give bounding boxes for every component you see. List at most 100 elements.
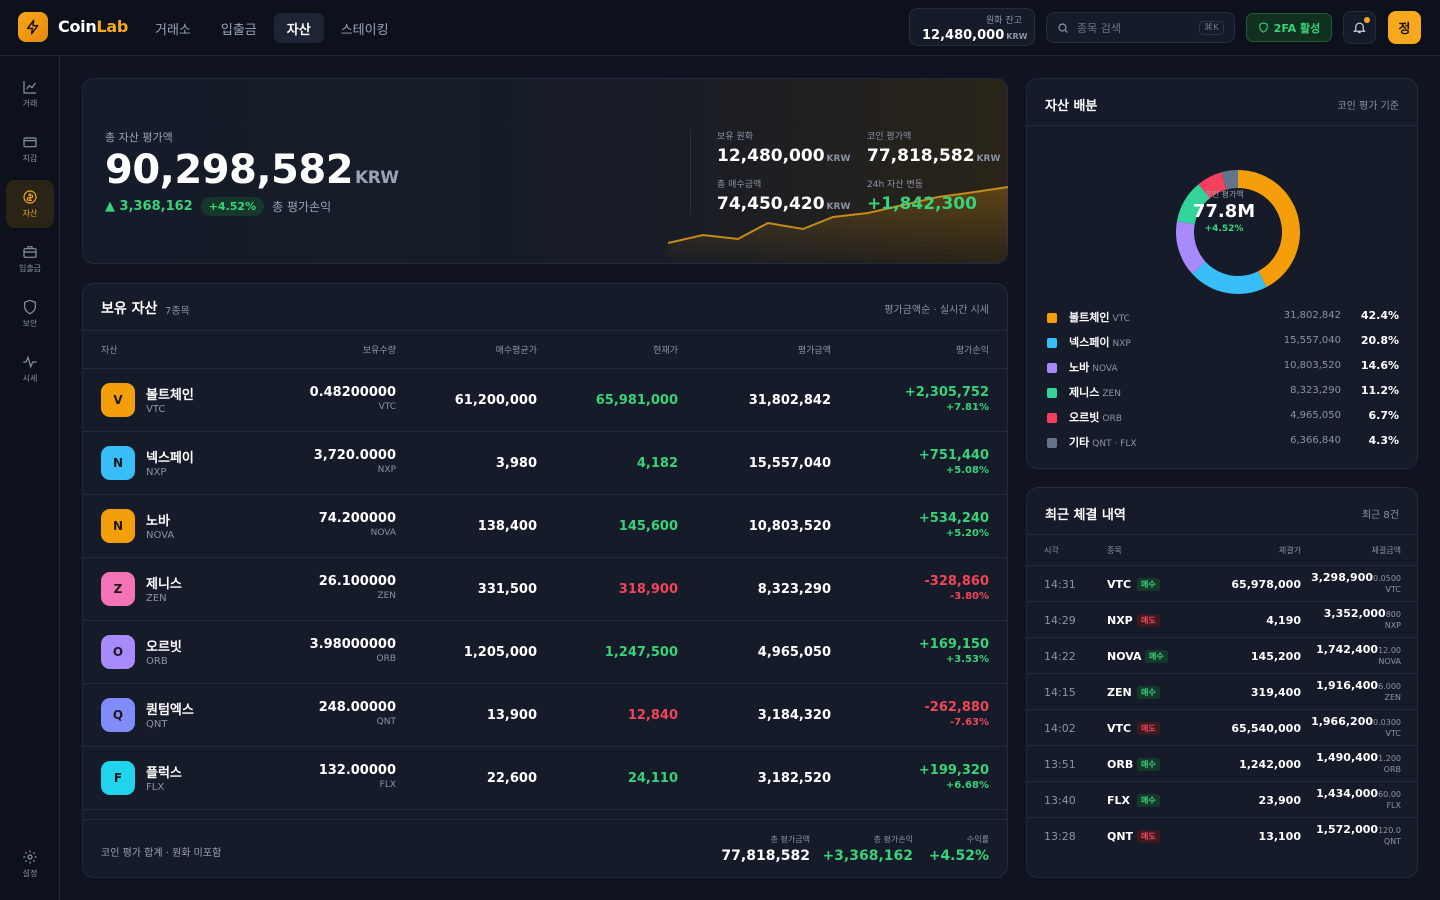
trade-row[interactable]: 14:29 NXP 매도 4,190 3,352,000800 NXP	[1027, 601, 1417, 637]
holdings-count: 7종목	[165, 306, 190, 317]
trade-amount: 1,742,40012.00 NOVA	[1316, 643, 1401, 666]
sidebar-item-security[interactable]: 보안	[6, 290, 54, 338]
legend-item: 볼트체인 VTC 31,802,842 42.4%	[1045, 309, 1399, 329]
pl-cell: +2,305,752 +7.81%	[905, 385, 989, 413]
pl-value: -328,860	[924, 574, 989, 589]
table-row[interactable]: Q 퀀텀엑스 QNT 248.00000 QNT 13,900 12,840 3,…	[83, 684, 1007, 747]
trade-row[interactable]: 14:02 VTC 매도 65,540,000 1,966,2000.0300 V…	[1027, 709, 1417, 745]
legend-symbol: VTC	[1112, 314, 1130, 324]
legend-value: 10,803,520	[1283, 360, 1341, 371]
stat-label: 보유 원화	[717, 132, 753, 142]
notifications-button[interactable]	[1343, 11, 1376, 44]
trade-unit: NOVA	[1378, 657, 1401, 666]
donut-slice-qntflx[interactable]	[1221, 170, 1238, 190]
sidebar-item-settings[interactable]: 설정	[6, 840, 54, 888]
trade-row[interactable]: 13:28 QNT 매도 13,100 1,572,000120.0 QNT	[1027, 817, 1417, 853]
current-price-cell: 1,247,500	[604, 645, 678, 660]
table-row[interactable]: V 볼트체인 VTC 0.48200000 VTC 61,200,000 65,9…	[83, 369, 1007, 432]
quantity-unit: NXP	[377, 465, 396, 475]
krw-balance-label: 원화 잔고	[986, 16, 1022, 26]
current-price-cell: 65,981,000	[595, 393, 678, 408]
holdings-sort-toggle[interactable]: 평가금액순 · 실시간 시세	[884, 305, 989, 316]
trade-qty: 0.0500	[1373, 574, 1401, 583]
coin-icon: N	[101, 509, 135, 543]
trade-row[interactable]: 13:40 FLX 매수 23,900 1,434,00060.00 FLX	[1027, 781, 1417, 817]
pl-cell: +751,440 +5.08%	[919, 448, 989, 476]
search-input[interactable]: 종목 검색 ⌘K	[1046, 12, 1235, 43]
legend-swatch	[1047, 413, 1057, 423]
col-avg-price[interactable]: 매수평균가	[495, 346, 537, 356]
quantity-unit: ORB	[376, 654, 396, 664]
coin-name: 볼트체인	[146, 388, 194, 403]
avatar[interactable]: 정	[1388, 11, 1421, 44]
table-row[interactable]: N 넥스페이 NXP 3,720.0000 NXP 3,980 4,182 15,…	[83, 432, 1007, 495]
table-row[interactable]: N 노바 NOVA 74.200000 NOVA 138,400 145,600 …	[83, 495, 1007, 558]
legend-item: 넥스페이 NXP 15,557,040 20.8%	[1045, 334, 1399, 354]
total-assets-value: 90,298,582	[105, 147, 354, 193]
trade-symbol: NOVA	[1107, 650, 1142, 663]
logo[interactable]	[18, 12, 48, 42]
allocation-subtitle: 코인 평가 기준	[1337, 101, 1399, 112]
donut-slice-vtc[interactable]	[1238, 170, 1300, 288]
stat-value: 77,818,582	[867, 146, 975, 166]
legend-pct: 42.4%	[1360, 309, 1399, 322]
trade-price: 1,242,000	[1239, 758, 1301, 771]
trade-symbol: FLX	[1107, 794, 1131, 807]
trade-row[interactable]: 13:51 ORB 매수 1,242,000 1,490,4001.200 ORB	[1027, 745, 1417, 781]
trade-time: 14:29	[1044, 614, 1076, 627]
holdings-footer: 코인 평가 합계 · 원화 미포함 총 평가금액 77,818,582 총 평가…	[83, 819, 1007, 877]
nav-exchange[interactable]: 거래소	[155, 22, 191, 38]
sidebar-item-wallet[interactable]: 지갑	[6, 125, 54, 173]
col-quantity[interactable]: 보유수량	[362, 346, 396, 356]
pl-cell: -262,880 -7.63%	[924, 700, 989, 728]
pl-pct: -7.63%	[950, 717, 989, 728]
trade-row[interactable]: 14:22 NOVA 매수 145,200 1,742,40012.00 NOVA	[1027, 637, 1417, 673]
coin-icon: Z	[101, 572, 135, 606]
trade-row[interactable]: 14:15 ZEN 매수 319,400 1,916,4006.000 ZEN	[1027, 673, 1417, 709]
shield-check-icon	[1259, 22, 1268, 33]
trade-qty: 0.0300	[1373, 718, 1401, 727]
table-row[interactable]: Z 제니스 ZEN 26.100000 ZEN 331,500 318,900 8…	[83, 558, 1007, 621]
bell-icon	[1352, 22, 1367, 34]
trade-side-badge: 매수	[1137, 758, 1160, 771]
sidebar-item-transfer[interactable]: 입출금	[6, 235, 54, 283]
trade-side-badge: 매도	[1137, 614, 1160, 627]
col-value[interactable]: 평가금액	[797, 346, 831, 356]
value-cell: 10,803,520	[748, 519, 831, 534]
table-row[interactable]: O 오르빗 ORB 3.98000000 ORB 1,205,000 1,247,…	[83, 621, 1007, 684]
total-change-pct-badge: +4.52%	[200, 197, 265, 216]
legend-name: 기타	[1069, 436, 1090, 449]
table-row[interactable]: F 플럭스 FLX 132.00000 FLX 22,600 24,110 3,1…	[83, 747, 1007, 810]
col-current-price[interactable]: 현재가	[653, 346, 678, 356]
sidebar-item-assets[interactable]: 자산	[6, 180, 54, 228]
legend-symbol: ZEN	[1102, 389, 1121, 399]
trade-row[interactable]: 14:31 VTC 매수 65,978,000 3,298,9000.0500 V…	[1027, 565, 1417, 601]
pl-pct: +7.81%	[945, 402, 989, 413]
legend-symbol: NOVA	[1092, 364, 1118, 374]
nav-staking[interactable]: 스테이킹	[340, 22, 389, 38]
col-asset[interactable]: 자산	[101, 346, 118, 356]
col-symbol: 종목	[1107, 546, 1122, 555]
pl-pct: +3.53%	[945, 654, 989, 665]
sidebar-item-market[interactable]: 시세	[6, 345, 54, 393]
legend-item: 오르빗 ORB 4,965,050 6.7%	[1045, 409, 1399, 429]
nav-assets[interactable]: 자산	[273, 13, 324, 43]
col-pl[interactable]: 평가손익	[955, 346, 989, 356]
trade-price: 23,900	[1258, 794, 1301, 807]
donut-slice-nxp[interactable]	[1192, 261, 1267, 294]
legend-pct: 6.7%	[1368, 409, 1399, 422]
donut-slice-zen[interactable]	[1176, 184, 1210, 225]
quantity-unit: FLX	[379, 780, 396, 790]
2fa-status-button[interactable]: 2FA 활성	[1246, 13, 1332, 42]
trade-amount: 1,490,4001.200 ORB	[1316, 751, 1401, 774]
trade-qty: 800	[1385, 610, 1401, 619]
nav-deposit[interactable]: 입출금	[220, 22, 257, 38]
value-cell: 3,182,520	[757, 771, 831, 786]
quantity-unit: VTC	[378, 402, 396, 412]
donut-slice-nova[interactable]	[1176, 221, 1206, 274]
total-change-label: 총 평가손익	[272, 200, 332, 214]
donut-slice-orb[interactable]	[1198, 172, 1227, 199]
total-buy-stat: 총 매수금액 74,450,420 KRW	[717, 177, 850, 214]
sidebar-item-trade[interactable]: 거래	[6, 70, 54, 118]
value-cell: 3,184,320	[757, 708, 831, 723]
